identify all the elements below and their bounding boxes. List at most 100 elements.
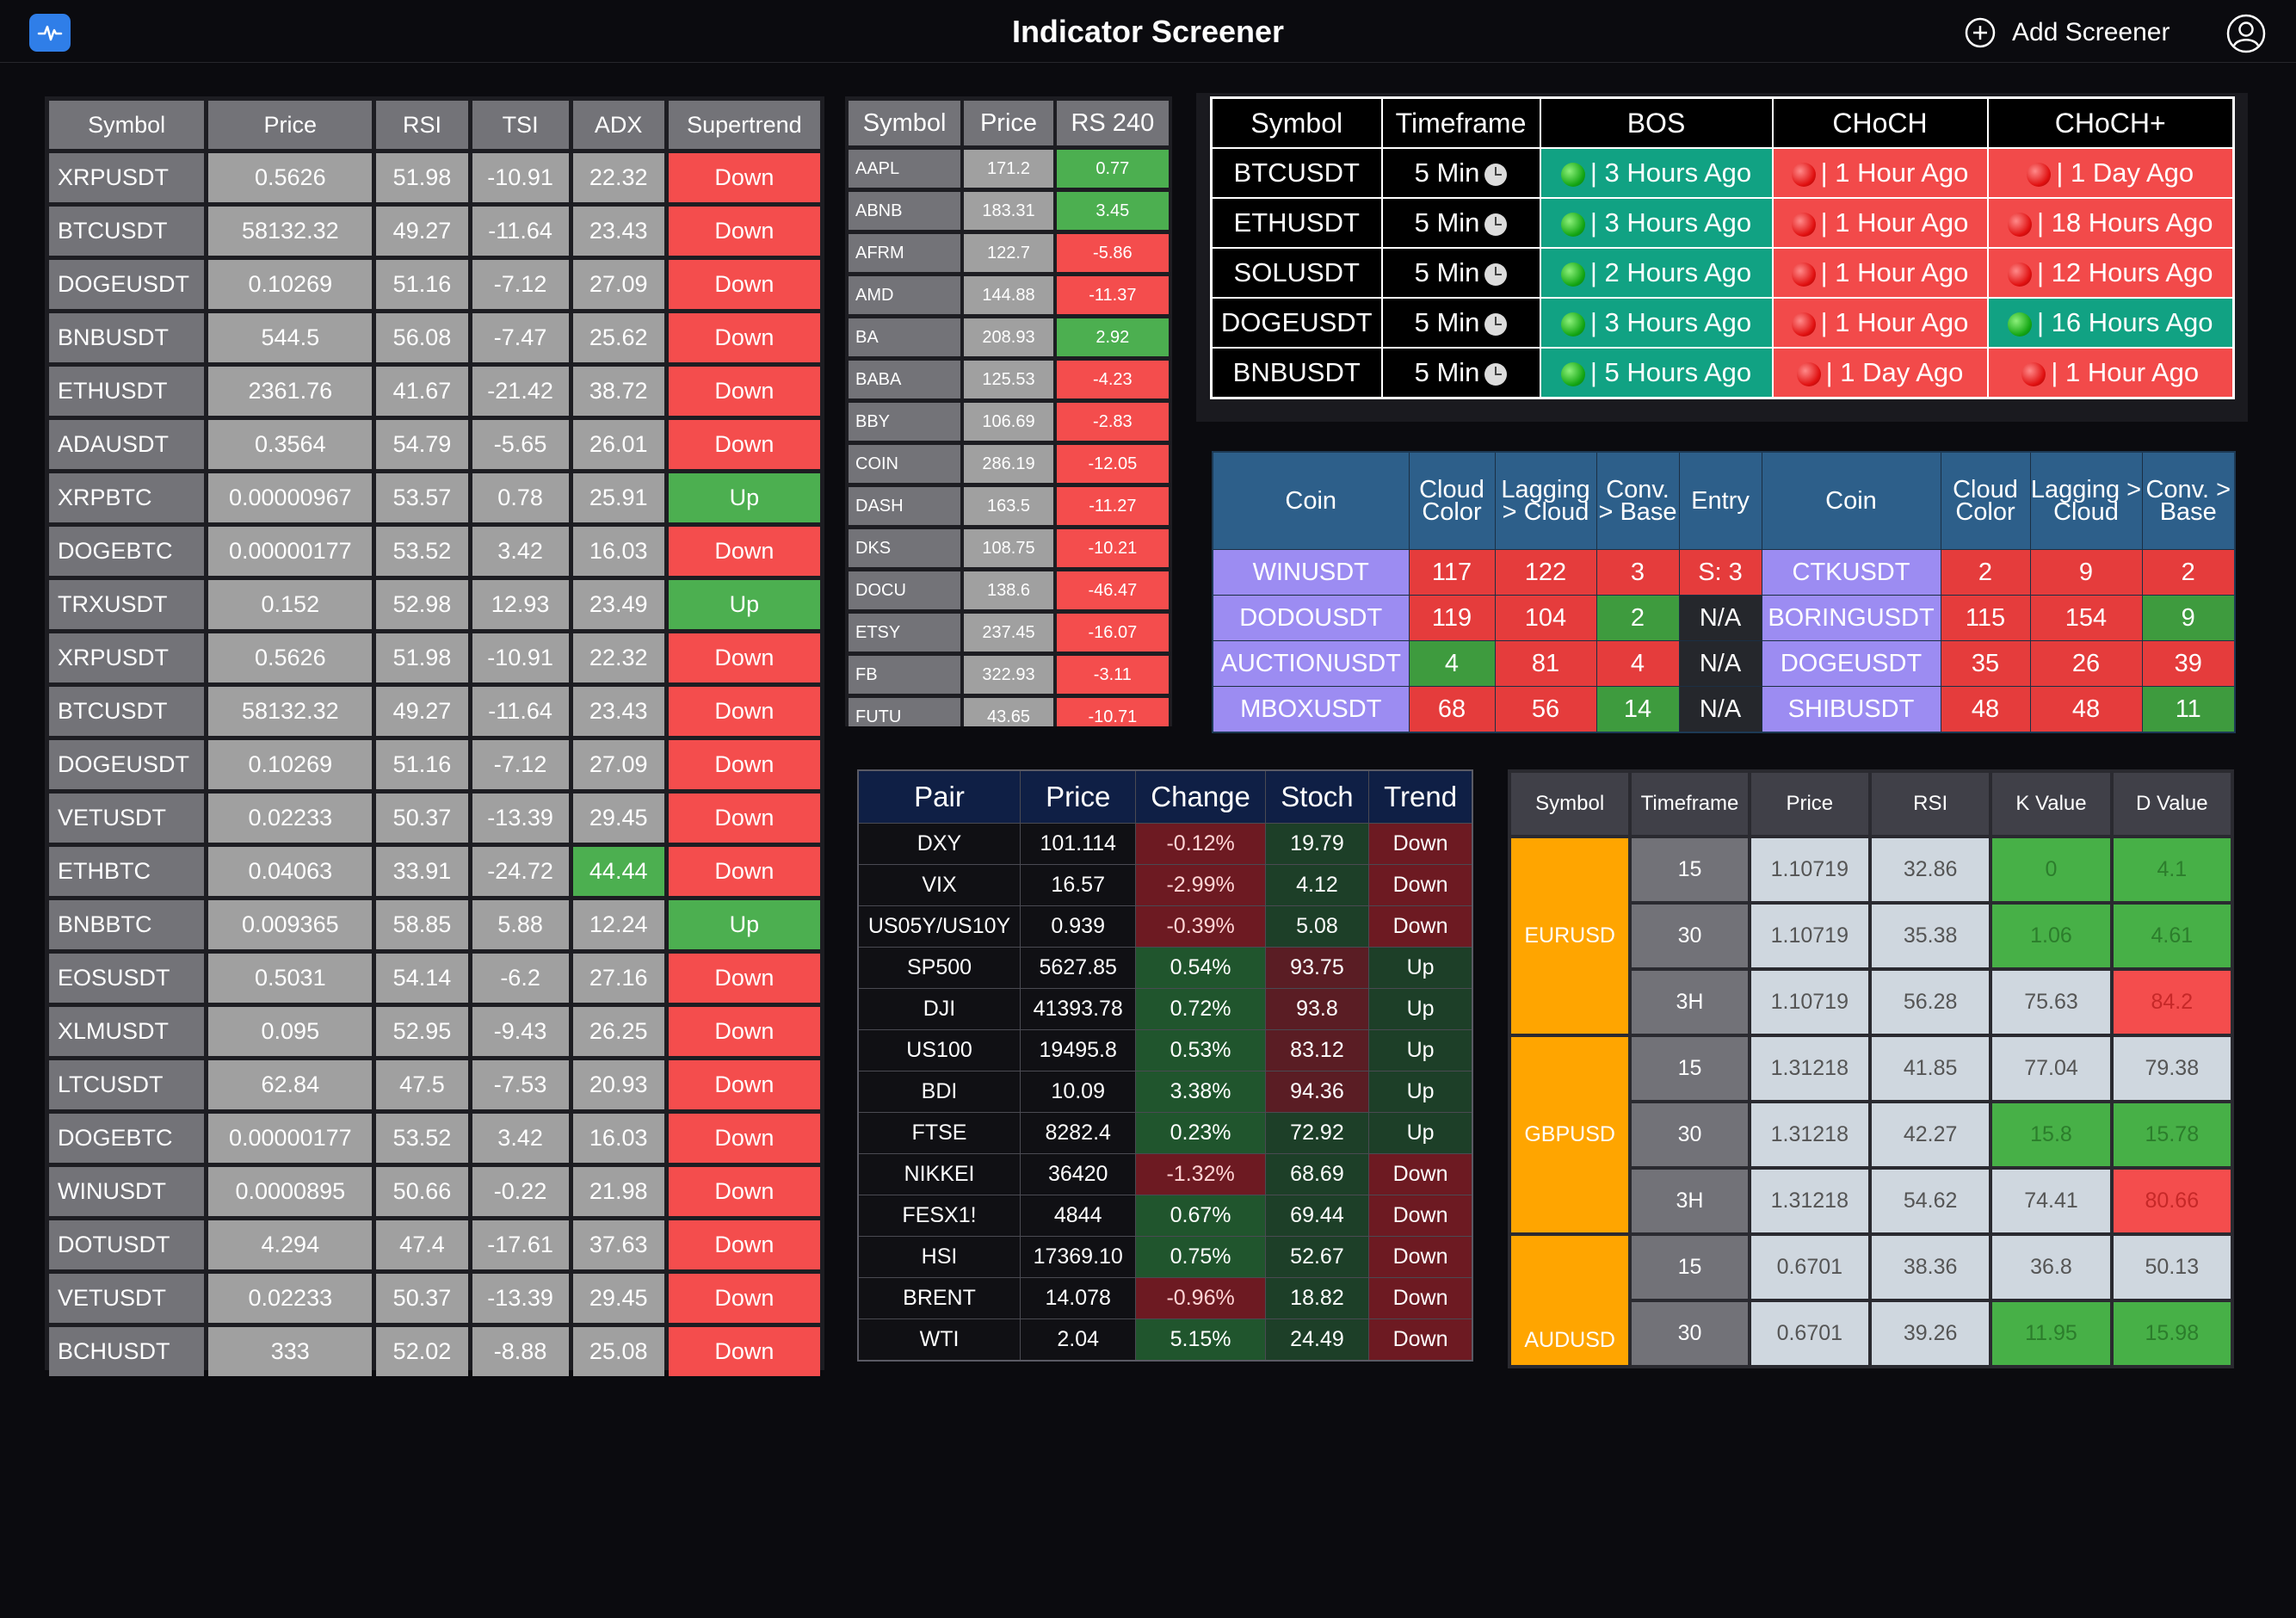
table-row[interactable]: 3H 1.31218 54.62 74.41 80.66	[1511, 1170, 2231, 1232]
table-row[interactable]: ABNB 183.31 3.45	[849, 192, 1169, 230]
column-header-conv-base[interactable]: Conv. > Base	[2141, 451, 2236, 550]
table-row[interactable]: AUDUSD 15 0.6701 38.36 36.8 50.13	[1511, 1236, 2231, 1365]
column-header-adx[interactable]: ADX	[572, 101, 664, 149]
column-header-price[interactable]: Price	[1750, 773, 1868, 835]
table-row[interactable]: DXY 101.114 -0.12% 19.79 Down	[857, 823, 1473, 865]
table-row[interactable]: VIX 16.57 -2.99% 4.12 Down	[857, 864, 1473, 906]
table-row[interactable]: AUCTIONUSDT 4 81 4 N/A DOGEUSDT 35 26 39	[1212, 640, 2236, 687]
table-row[interactable]: BNBUSDT 544.5 56.08 -7.47 25.62 Down	[49, 313, 820, 362]
table-row[interactable]: EOSUSDT 0.5031 54.14 -6.2 27.16 Down	[49, 954, 820, 1003]
column-header-k-value[interactable]: K Value	[1992, 773, 2110, 835]
column-header-rs-240[interactable]: RS 240	[1056, 101, 1169, 145]
table-row[interactable]: MBOXUSDT 68 56 14 N/A SHIBUSDT 48 48 11	[1212, 686, 2236, 733]
column-header-rsi[interactable]: RSI	[376, 101, 468, 149]
column-header-rsi[interactable]: RSI	[1871, 773, 1990, 835]
table-row[interactable]: BTCUSDT 58132.32 49.27 -11.64 23.43 Down	[49, 687, 820, 736]
table-row[interactable]: ETHBTC 0.04063 33.91 -24.72 44.44 Down	[49, 847, 820, 896]
table-row[interactable]: DKS 108.75 -10.21	[849, 529, 1169, 567]
column-header-symbol[interactable]: Symbol	[1511, 773, 1629, 835]
table-row[interactable]: DOGEUSDT 5 Min | 3 Hours Ago | 1 Hour Ago | …	[1210, 297, 2235, 349]
table-row[interactable]: 30 1.10719 35.38 1.06 4.61	[1511, 905, 2231, 967]
table-row[interactable]: XRPBTC 0.00000967 53.57 0.78 25.91 Up	[49, 473, 820, 522]
table-row[interactable]: SOLUSDT 5 Min | 2 Hours Ago | 1 Hour Ago | 1…	[1210, 247, 2235, 299]
table-row[interactable]: 3H 1.10719 56.28 75.63 84.2	[1511, 971, 2231, 1034]
table-row[interactable]: VETUSDT 0.02233 50.37 -13.39 29.45 Down	[49, 794, 820, 843]
column-header-pair[interactable]: Pair	[857, 769, 1021, 824]
table-row[interactable]: WTI 2.04 5.15% 24.49 Down	[857, 1318, 1473, 1362]
table-row[interactable]: DJI 41393.78 0.72% 93.8 Up	[857, 988, 1473, 1030]
pulse-icon[interactable]	[29, 14, 71, 52]
table-row[interactable]: XRPUSDT 0.5626 51.98 -10.91 22.32 Down	[49, 153, 820, 202]
table-row[interactable]: SP500 5627.85 0.54% 93.75 Up	[857, 947, 1473, 989]
column-header-change[interactable]: Change	[1135, 769, 1266, 824]
table-row[interactable]: FUTU 43.65 -10.71	[849, 698, 1169, 726]
table-row[interactable]: GBPUSD 15 1.31218 41.85 77.04 79.38	[1511, 1037, 2231, 1232]
table-row[interactable]: BBY 106.69 -2.83	[849, 403, 1169, 441]
table-row[interactable]: 30 0.6701 39.26 11.95 15.98	[1511, 1302, 2231, 1365]
column-header-timeframe[interactable]: Timeframe	[1632, 773, 1748, 835]
table-row[interactable]: LTCUSDT 62.84 47.5 -7.53 20.93 Down	[49, 1060, 820, 1109]
column-header-symbol[interactable]: Symbol	[849, 101, 961, 145]
table-row[interactable]: US100 19495.8 0.53% 83.12 Up	[857, 1029, 1473, 1071]
column-header-d-value[interactable]: D Value	[2113, 773, 2231, 835]
table-row[interactable]: DOGEUSDT 0.10269 51.16 -7.12 27.09 Down	[49, 260, 820, 309]
table-row[interactable]: DOGEBTC 0.00000177 53.52 3.42 16.03 Down	[49, 1114, 820, 1163]
table-row[interactable]: EURUSD 15 1.10719 32.86 0 4.1	[1511, 838, 2231, 1034]
column-header-bos[interactable]: BOS	[1539, 96, 1774, 149]
table-row[interactable]: AAPL 171.2 0.77	[849, 150, 1169, 188]
table-row[interactable]: AFRM 122.7 -5.86	[849, 234, 1169, 272]
add-screener-button[interactable]: Add Screener	[1964, 14, 2169, 52]
table-row[interactable]: VETUSDT 0.02233 50.37 -13.39 29.45 Down	[49, 1274, 820, 1323]
column-header-trend[interactable]: Trend	[1368, 769, 1473, 824]
table-row[interactable]: ETHUSDT 2361.76 41.67 -21.42 38.72 Down	[49, 367, 820, 416]
column-header-choch[interactable]: CHoCH	[1771, 96, 1989, 149]
table-row[interactable]: AMD 144.88 -11.37	[849, 276, 1169, 314]
column-header-conv-base[interactable]: Conv. > Base	[1595, 451, 1680, 550]
table-row[interactable]: FB 322.93 -3.11	[849, 656, 1169, 694]
table-row[interactable]: 30 1.31218 42.27 15.8 15.78	[1511, 1103, 2231, 1166]
table-row[interactable]: BTCUSDT 5 Min | 3 Hours Ago | 1 Hour Ago | 1…	[1210, 147, 2235, 199]
column-header-timeframe[interactable]: Timeframe	[1380, 96, 1541, 149]
table-row[interactable]: BRENT 14.078 -0.96% 18.82 Down	[857, 1277, 1473, 1319]
table-row[interactable]: HSI 17369.10 0.75% 52.67 Down	[857, 1236, 1473, 1278]
table-row[interactable]: DOGEBTC 0.00000177 53.52 3.42 16.03 Down	[49, 527, 820, 576]
column-header-price[interactable]: Price	[964, 101, 1053, 145]
table-row[interactable]: US05Y/US10Y 0.939 -0.39% 5.08 Down	[857, 905, 1473, 948]
table-row[interactable]: BA 208.93 2.92	[849, 318, 1169, 356]
table-row[interactable]: COIN 286.19 -12.05	[849, 445, 1169, 483]
column-header-coin[interactable]: Coin	[1212, 451, 1410, 550]
table-row[interactable]: BCHUSDT 333 52.02 -8.88 25.08 Down	[49, 1327, 820, 1376]
table-row[interactable]: TRXUSDT 0.152 52.98 12.93 23.49 Up	[49, 580, 820, 629]
column-header-cloud-color[interactable]: Cloud Color	[1408, 451, 1496, 550]
table-row[interactable]: DODOUSDT 119 104 2 N/A BORINGUSDT 115 154 9	[1212, 595, 2236, 641]
table-row[interactable]: ADAUSDT 0.3564 54.79 -5.65 26.01 Down	[49, 420, 820, 469]
column-header-supertrend[interactable]: Supertrend	[668, 101, 820, 149]
column-header-entry[interactable]: Entry	[1678, 451, 1762, 550]
table-row[interactable]: DOCU 138.6 -46.47	[849, 571, 1169, 609]
table-row[interactable]: ETHUSDT 5 Min | 3 Hours Ago | 1 Hour Ago | 1…	[1210, 197, 2235, 249]
column-header-tsi[interactable]: TSI	[472, 101, 569, 149]
user-icon[interactable]	[2225, 13, 2267, 59]
column-header-price[interactable]: Price	[1020, 769, 1137, 824]
table-row[interactable]: BTCUSDT 58132.32 49.27 -11.64 23.43 Down	[49, 207, 820, 256]
table-row[interactable]: BNBUSDT 5 Min | 5 Hours Ago | 1 Day Ago | 1 …	[1210, 347, 2235, 399]
table-row[interactable]: DOGEUSDT 0.10269 51.16 -7.12 27.09 Down	[49, 740, 820, 789]
table-row[interactable]: FESX1! 4844 0.67% 69.44 Down	[857, 1195, 1473, 1237]
table-row[interactable]: DASH 163.5 -11.27	[849, 487, 1169, 525]
table-row[interactable]: DOTUSDT 4.294 47.4 -17.61 37.63 Down	[49, 1220, 820, 1269]
column-header-coin[interactable]: Coin	[1761, 451, 1941, 550]
table-row[interactable]: ETSY 237.45 -16.07	[849, 614, 1169, 652]
column-header-stoch[interactable]: Stoch	[1264, 769, 1370, 824]
table-row[interactable]: BNBBTC 0.009365 58.85 5.88 12.24 Up	[49, 900, 820, 949]
table-row[interactable]: WINUSDT 0.0000895 50.66 -0.22 21.98 Down	[49, 1167, 820, 1216]
table-row[interactable]: WINUSDT 117 122 3 S: 3 CTKUSDT 2 9 2	[1212, 549, 2236, 596]
column-header-symbol[interactable]: Symbol	[1210, 96, 1383, 149]
column-header-price[interactable]: Price	[208, 101, 373, 149]
column-header-choch[interactable]: CHoCH+	[1986, 96, 2235, 149]
table-row[interactable]: FTSE 8282.4 0.23% 72.92 Up	[857, 1112, 1473, 1154]
table-row[interactable]: BDI 10.09 3.38% 94.36 Up	[857, 1071, 1473, 1113]
table-row[interactable]: BABA 125.53 -4.23	[849, 361, 1169, 398]
table-row[interactable]: XRPUSDT 0.5626 51.98 -10.91 22.32 Down	[49, 633, 820, 682]
column-header-lagging-cloud[interactable]: Lagging > Cloud	[1494, 451, 1597, 550]
column-header-cloud-color[interactable]: Cloud Color	[1940, 451, 2031, 550]
